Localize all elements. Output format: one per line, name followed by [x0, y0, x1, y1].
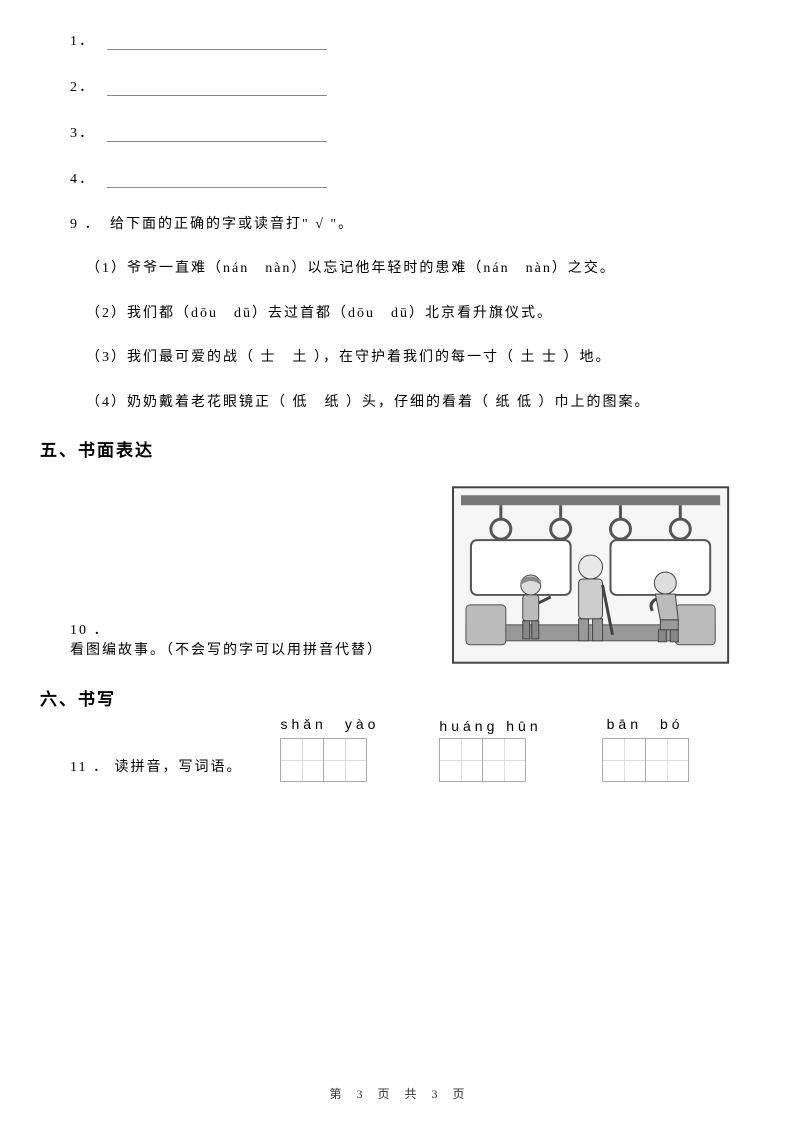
question-text: 给下面的正确的字或读音打" √ "。: [110, 217, 354, 232]
q9-item-3: （3）我们最可爱的战（ 士 土 ），在守护着我们的每一寸（ 土 士 ）地。: [70, 347, 730, 369]
char-grid[interactable]: [439, 738, 541, 782]
blank-underline[interactable]: [107, 82, 327, 96]
question-9: 9 ． 给下面的正确的字或读音打" √ "。: [70, 214, 730, 236]
question-number: 10 ．: [70, 623, 110, 638]
char-cell[interactable]: [439, 738, 483, 782]
q10-caption: 10 ． 看图编故事。（不会写的字可以用拼音代替）: [70, 619, 427, 665]
q11-block: 11 ． 读拼音，写词语。 shǎn yào huáng hūn bān bó: [70, 714, 730, 782]
blank-underline[interactable]: [107, 128, 327, 142]
pinyin-group-1: shǎn yào: [280, 714, 379, 782]
blank-num: 1．: [70, 30, 95, 50]
char-cell[interactable]: [482, 738, 526, 782]
q11-caption: 11 ． 读拼音，写词语。: [70, 756, 242, 782]
char-grid[interactable]: [280, 738, 379, 782]
blank-num: 4．: [70, 168, 95, 188]
blank-line-1: 1．: [70, 30, 730, 50]
pinyin-group-2: huáng hūn: [439, 718, 541, 782]
subway-scene-illustration: [451, 485, 730, 665]
section-5-heading: 五、书面表达: [40, 436, 730, 461]
pinyin-group-3: bān bó: [602, 714, 689, 782]
char-cell[interactable]: [323, 738, 367, 782]
char-cell[interactable]: [645, 738, 689, 782]
blank-num: 2．: [70, 76, 95, 96]
blank-underline[interactable]: [107, 36, 327, 50]
pinyin-label: shǎn yào: [280, 714, 379, 734]
question-text: 读拼音，写词语。: [114, 760, 242, 775]
blank-num: 3．: [70, 122, 95, 142]
pinyin-row: shǎn yào huáng hūn bān bó: [280, 714, 688, 782]
page-footer: 第 3 页 共 3 页: [0, 1085, 800, 1102]
blank-line-3: 3．: [70, 122, 730, 142]
q9-item-1: （1）爷爷一直难（nán nàn）以忘记他年轻时的患难（nán nàn）之交。: [70, 258, 730, 280]
q9-item-2: （2）我们都（dōu dū）去过首都（dōu dū）北京看升旗仪式。: [70, 303, 730, 325]
blank-line-4: 4．: [70, 168, 730, 188]
subway-svg: [451, 485, 730, 665]
pinyin-label: huáng hūn: [439, 718, 541, 734]
question-number: 9 ．: [70, 217, 101, 232]
pinyin-label: bān bó: [602, 714, 689, 734]
question-number: 11 ．: [70, 760, 109, 775]
blank-underline[interactable]: [107, 174, 327, 188]
q10-block: 10 ． 看图编故事。（不会写的字可以用拼音代替）: [70, 485, 730, 665]
q9-item-4: （4）奶奶戴着老花眼镜正（ 低 纸 ）头，仔细的看着（ 纸 低 ）巾上的图案。: [70, 392, 730, 414]
blank-line-2: 2．: [70, 76, 730, 96]
char-cell[interactable]: [602, 738, 646, 782]
char-grid[interactable]: [602, 738, 689, 782]
section-6-heading: 六、书写: [40, 685, 730, 710]
char-cell[interactable]: [280, 738, 324, 782]
question-text: 看图编故事。（不会写的字可以用拼音代替）: [70, 643, 383, 658]
